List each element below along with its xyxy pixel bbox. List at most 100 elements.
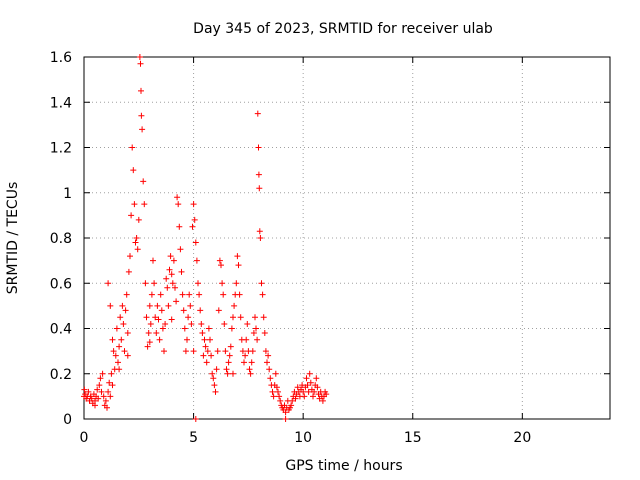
data-point [289,397,296,404]
data-point [273,384,280,391]
data-point [207,336,213,343]
data-point [107,393,114,400]
data-point [205,325,212,332]
data-point [136,54,143,60]
data-point [168,316,175,323]
data-point [138,112,145,119]
data-point [191,216,198,223]
data-point [197,307,204,314]
data-point [225,359,232,366]
data-point [188,321,195,327]
data-point [235,262,242,269]
data-point [166,266,173,273]
data-point [88,395,95,402]
data-point [311,388,318,395]
data-point [260,314,267,321]
data-point [267,375,274,382]
data-point [277,397,284,404]
data-point [115,359,121,366]
data-point [265,352,272,359]
data-point [211,382,218,389]
data-point [132,239,139,246]
data-point [218,262,224,269]
plot-frame [83,56,611,420]
data-point [106,379,113,386]
data-point [230,370,236,377]
data-point [129,144,136,151]
data-point [173,298,180,305]
data-point [165,302,172,309]
data-point [182,348,189,355]
x-tick-label: 0 [80,430,89,446]
data-point [137,60,144,67]
data-point [145,330,152,336]
data-point [116,366,123,373]
data-point [259,291,266,298]
data-point [81,386,88,393]
data-point [282,409,289,416]
data-point [313,375,320,382]
y-tick-label: 0.6 [50,276,72,292]
data-point [234,253,241,260]
data-point [123,291,130,298]
y-tick-label: 1.2 [50,141,72,157]
data-point [181,325,188,332]
data-point [169,280,176,287]
x-tick-label: 20 [513,430,531,446]
data-point [154,302,161,309]
data-point [135,216,142,223]
data-point [104,404,110,411]
data-point [262,348,269,355]
data-points [81,54,330,422]
data-point [172,284,178,291]
data-point [155,316,162,323]
y-tick-label: 0.2 [50,367,72,383]
data-point [96,382,103,389]
data-point [178,268,185,275]
data-point [236,291,243,298]
data-point [307,379,314,386]
data-point [163,275,170,282]
data-point [310,393,316,400]
data-point [187,302,194,309]
data-point [148,291,155,298]
data-point [276,393,283,400]
data-point [107,302,114,309]
data-point [175,201,182,208]
data-point [134,246,141,253]
y-tick-label: 1.6 [50,50,72,66]
data-point [147,321,154,327]
chart-title: Day 345 of 2023, SRMTID for receiver ula… [193,21,493,37]
data-point [208,352,215,359]
data-point [95,395,102,402]
data-point [143,314,150,321]
data-point [300,388,307,395]
data-point [246,366,253,373]
data-point [292,395,299,402]
data-point [200,352,207,359]
data-point [186,291,193,298]
data-point [121,348,128,355]
y-tick-label: 0.4 [50,322,72,338]
data-point [223,366,230,373]
data-point [256,228,263,235]
x-tick-label: 15 [404,430,422,446]
data-point [212,388,219,395]
data-point [180,307,187,314]
data-point [167,253,174,260]
data-point [99,370,106,377]
y-axis-label: SRMTID / TECUs [5,182,21,295]
data-point [219,280,226,287]
data-point [209,370,216,377]
data-point [314,384,321,391]
data-point [213,366,220,373]
y-tick-label: 1.4 [50,95,72,111]
data-point [122,307,129,314]
data-point [120,321,127,327]
data-point [112,352,119,359]
data-point [179,291,186,298]
data-point [199,330,206,336]
data-point [319,397,326,404]
data-point [192,416,199,422]
data-point [227,343,234,350]
